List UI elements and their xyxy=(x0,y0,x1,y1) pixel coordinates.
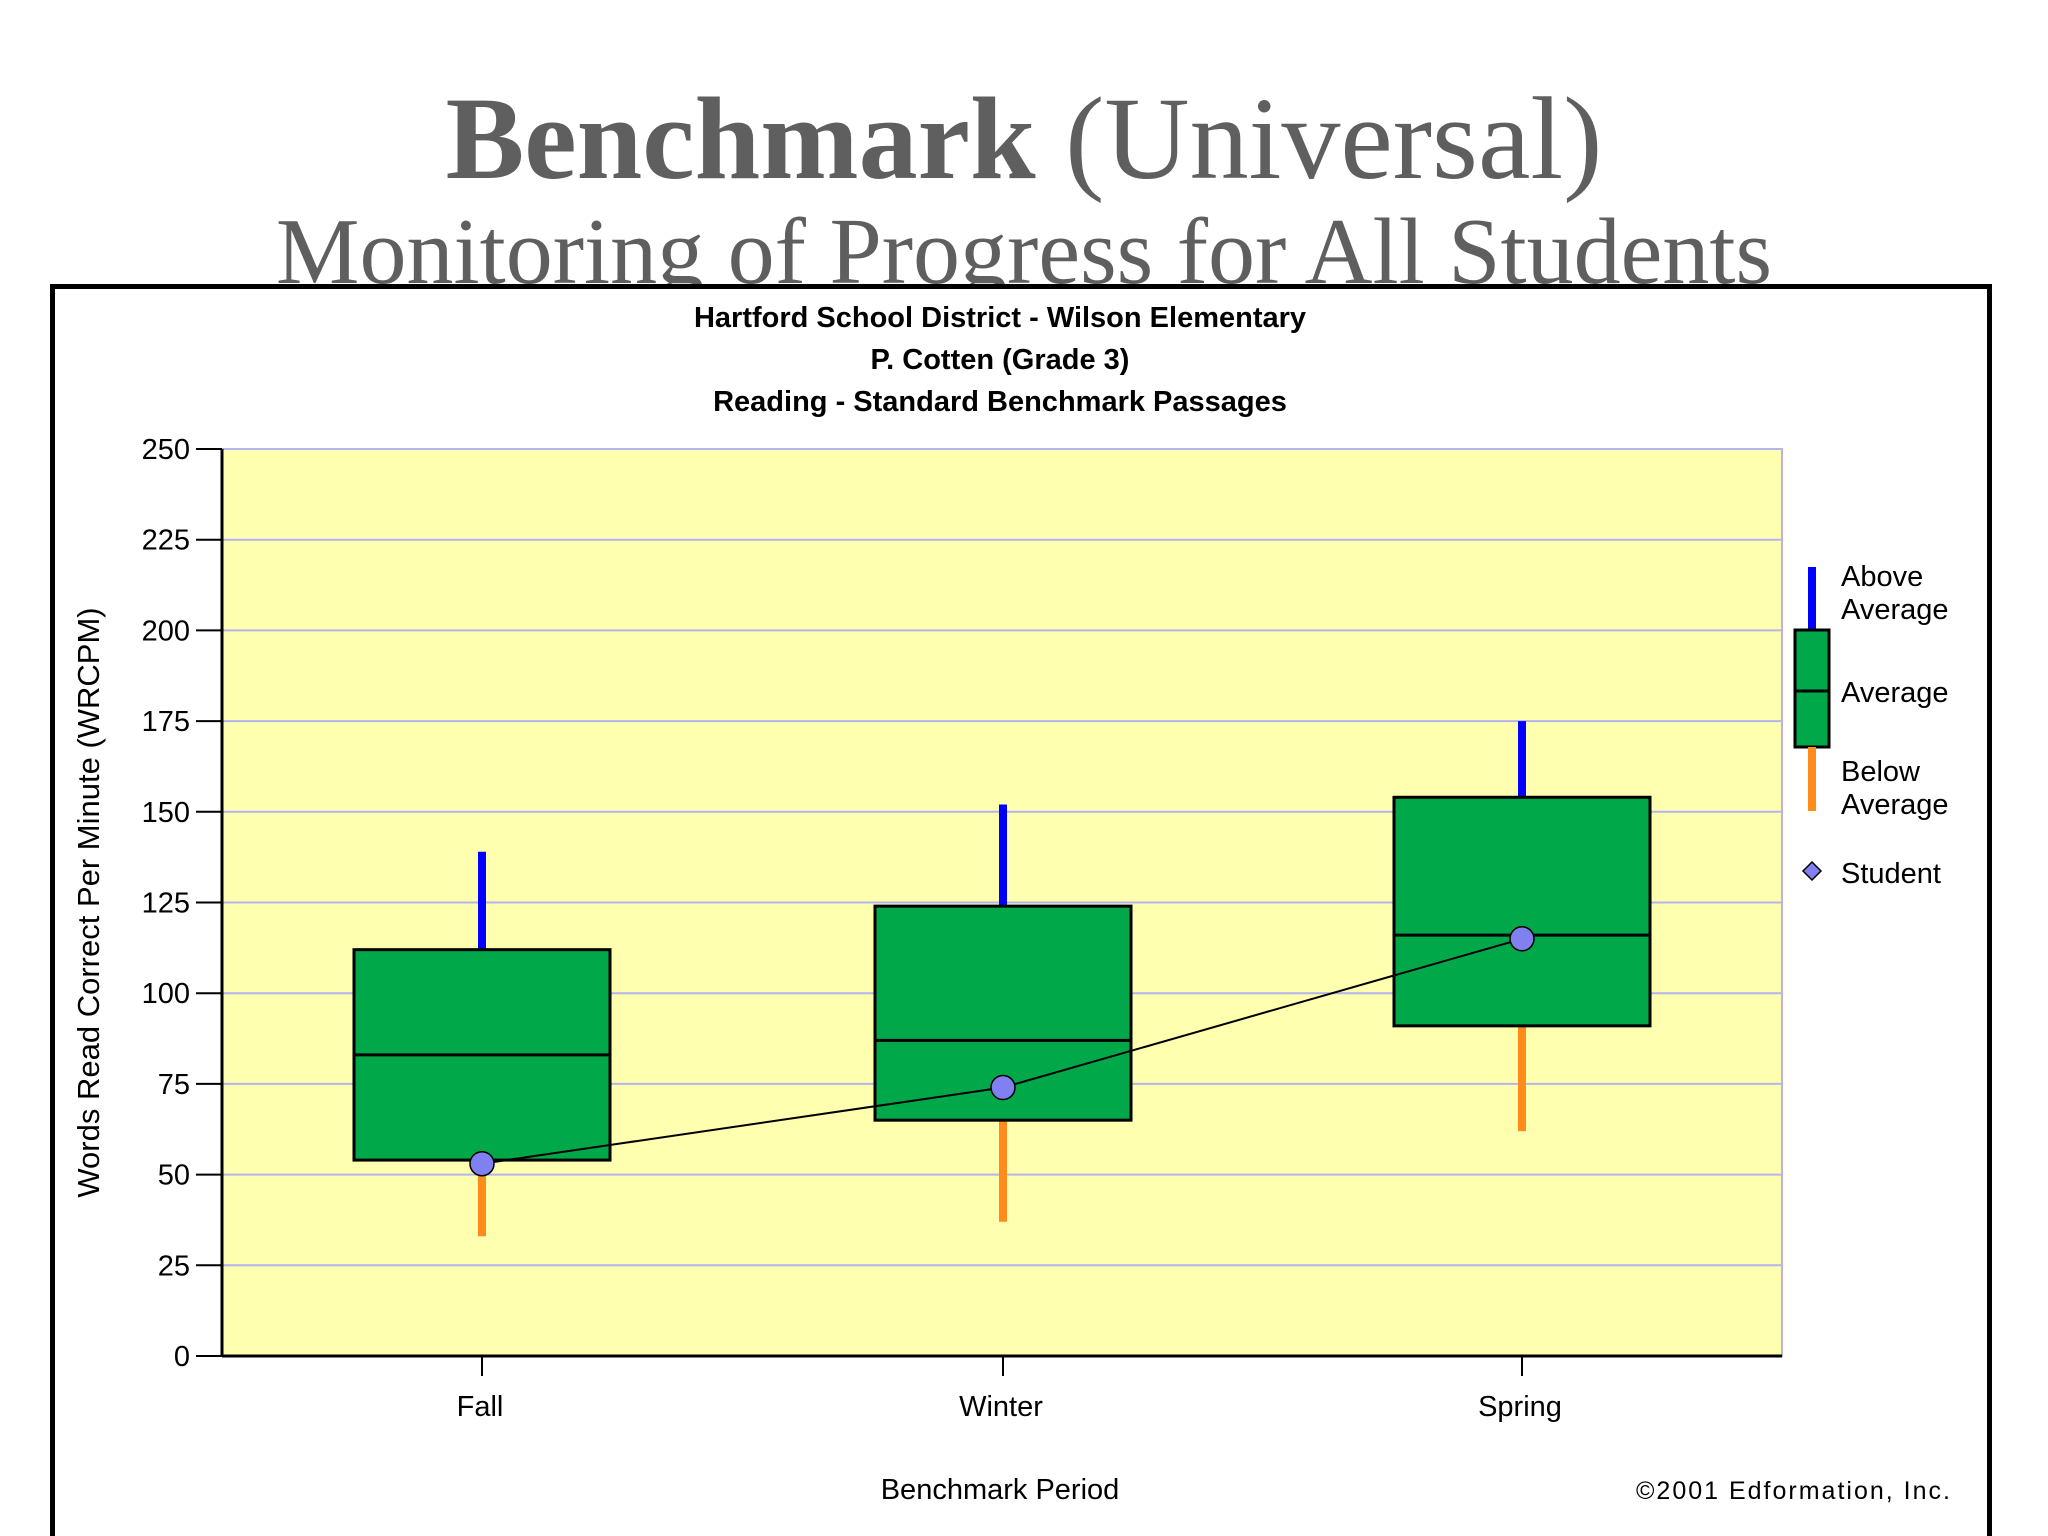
chart-title-line-1: Hartford School District - Wilson Elemen… xyxy=(694,302,1306,334)
y-tick-label-200: 200 xyxy=(142,615,190,647)
legend-above-label-line-1: Above xyxy=(1841,561,1923,593)
legend-below-label-line-2: Average xyxy=(1841,789,1949,821)
student-point-winter xyxy=(990,1074,1016,1101)
legend-student-label: Student xyxy=(1841,858,1941,890)
slide-title-rest: (Universal) xyxy=(1035,73,1603,204)
y-tick-label-125: 125 xyxy=(142,888,190,920)
y-tick-label-175: 175 xyxy=(142,706,190,738)
y-tick-label-50: 50 xyxy=(158,1160,190,1192)
y-tick-label-25: 25 xyxy=(158,1250,190,1282)
box-plot-chart: Hartford School District - Wilson Elemen… xyxy=(71,302,1952,1506)
legend-average-swatch xyxy=(1793,628,1831,749)
slide-title-bold: Benchmark xyxy=(445,73,1036,204)
student-point-fall xyxy=(469,1150,495,1177)
chart-title-line-3: Reading - Standard Benchmark Passages xyxy=(713,386,1287,418)
x-tick-label-winter: Winter xyxy=(959,1391,1043,1423)
y-tick-label-250: 250 xyxy=(142,434,190,466)
slide-title: Benchmark (Universal) xyxy=(0,80,2048,198)
y-tick-label-0: 0 xyxy=(174,1341,190,1373)
x-tick-label-spring: Spring xyxy=(1478,1391,1562,1423)
slide-subtitle: Monitoring of Progress for All Students xyxy=(275,200,1773,304)
x-tick-label-fall: Fall xyxy=(457,1391,504,1423)
chart-frame: Hartford School District - Wilson Elemen… xyxy=(50,284,1992,1536)
legend-average-label: Average xyxy=(1841,677,1949,709)
y-tick-label-100: 100 xyxy=(142,978,190,1010)
x-axis-label: Benchmark Period xyxy=(881,1474,1120,1506)
y-axis-label: Words Read Correct Per Minute (WRCPM) xyxy=(71,607,106,1197)
legend-above-label-line-2: Average xyxy=(1841,594,1949,626)
legend-student-marker xyxy=(1801,860,1823,882)
box-spring xyxy=(1392,795,1652,1028)
y-tick-label-225: 225 xyxy=(142,525,190,557)
y-tick-label-75: 75 xyxy=(158,1069,190,1101)
copyright-text: ©2001 Edformation, Inc. xyxy=(1636,1477,1952,1505)
student-point-spring xyxy=(1509,926,1535,952)
chart-title-line-2: P. Cotten (Grade 3) xyxy=(871,344,1130,376)
y-tick-label-150: 150 xyxy=(142,797,190,829)
legend-below-label-line-1: Below xyxy=(1841,756,1921,788)
